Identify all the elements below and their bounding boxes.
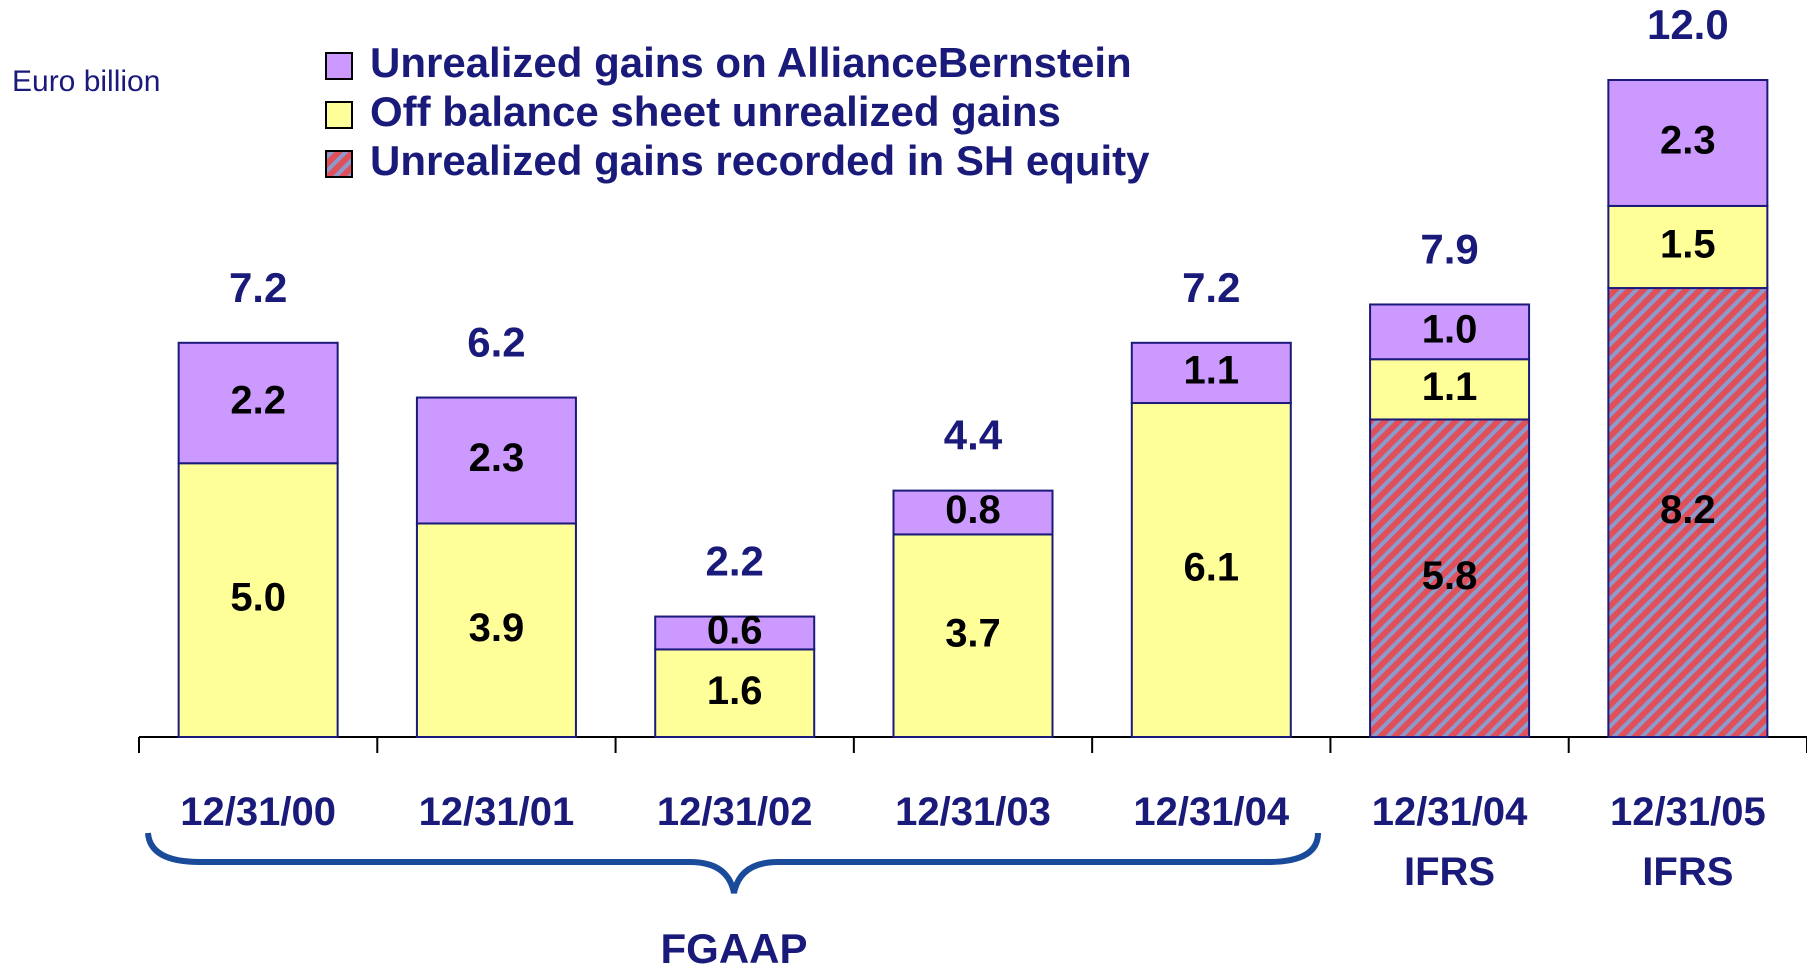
total-label: 12.0	[1647, 1, 1729, 48]
bar-segment	[1607, 79, 1769, 207]
total-label: 7.2	[1182, 264, 1240, 311]
value-label: 2.2	[230, 379, 286, 423]
value-label: 6.1	[1183, 546, 1239, 590]
group-label: FGAAP	[661, 925, 808, 970]
bar-segment	[892, 533, 1054, 738]
value-label: 3.7	[945, 611, 1001, 655]
value-label: 1.6	[707, 669, 763, 713]
total-label: 7.2	[229, 264, 287, 311]
legend-swatch	[325, 52, 353, 80]
x-tick-label: 12/31/00	[180, 790, 336, 834]
bar-segment	[654, 648, 816, 739]
x-tick-label: 12/31/05 IFRS	[1609, 790, 1766, 894]
legend-swatch	[325, 101, 353, 129]
bar-segment	[177, 341, 339, 465]
bar-segment	[892, 489, 1054, 536]
bar-segment	[1130, 402, 1292, 738]
value-label: 2.3	[1660, 119, 1716, 163]
group-brace	[145, 832, 1321, 894]
value-label: 0.6	[707, 609, 763, 653]
value-label: 5.8	[1422, 554, 1478, 598]
x-tick-label: 12/31/01	[418, 790, 575, 834]
legend-swatch	[325, 150, 353, 178]
value-label: 1.5	[1660, 223, 1716, 267]
value-label: 1.1	[1422, 365, 1478, 409]
legend-label: Off balance sheet unrealized gains	[370, 88, 1061, 135]
total-label: 7.9	[1420, 226, 1478, 273]
bar-segment	[1607, 287, 1769, 738]
value-label: 2.3	[469, 436, 525, 480]
unit-label: Euro billion	[12, 65, 160, 98]
total-label: 6.2	[467, 319, 525, 366]
x-tick-label: 12/31/03	[895, 790, 1051, 834]
x-tick-label: 12/31/04 IFRS	[1371, 790, 1528, 894]
value-label: 1.1	[1183, 348, 1239, 392]
legend-label: Unrealized gains on AllianceBernstein	[370, 39, 1132, 86]
bar-segment	[1369, 303, 1531, 361]
bar-segment	[415, 396, 577, 525]
value-label: 1.0	[1422, 307, 1478, 351]
value-label: 8.2	[1660, 488, 1716, 532]
bar-segment	[177, 462, 339, 738]
legend-label: Unrealized gains recorded in SH equity	[370, 137, 1150, 184]
x-tick-label: 12/31/04	[1133, 790, 1290, 834]
total-label: 4.4	[944, 412, 1003, 459]
value-label: 3.9	[469, 606, 525, 650]
bar-segment	[1130, 341, 1292, 405]
bar-segment	[654, 615, 816, 651]
total-label: 2.2	[706, 538, 764, 585]
x-tick-label: 12/31/02	[656, 790, 813, 834]
bar-segment	[415, 522, 577, 738]
bar-segment	[1369, 358, 1531, 421]
value-label: 0.8	[945, 488, 1001, 532]
value-label: 5.0	[230, 576, 286, 620]
